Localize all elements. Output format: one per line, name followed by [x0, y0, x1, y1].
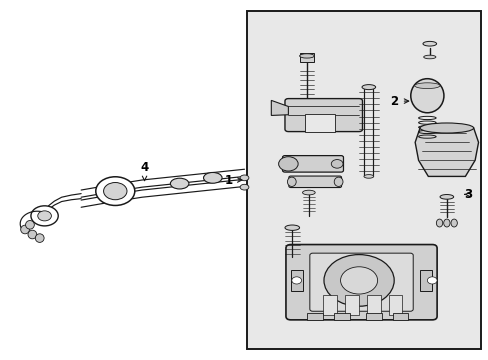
Text: 4: 4	[140, 161, 148, 181]
Bar	[365, 313, 381, 320]
Ellipse shape	[443, 219, 449, 227]
Ellipse shape	[287, 177, 296, 186]
Ellipse shape	[414, 83, 439, 89]
Ellipse shape	[299, 54, 314, 58]
Ellipse shape	[423, 55, 435, 59]
Ellipse shape	[450, 219, 456, 227]
Circle shape	[278, 157, 298, 171]
Ellipse shape	[203, 172, 222, 183]
Circle shape	[96, 177, 135, 206]
Bar	[323, 296, 336, 315]
FancyBboxPatch shape	[288, 176, 341, 188]
Circle shape	[324, 255, 393, 306]
Circle shape	[291, 277, 301, 284]
Text: 3: 3	[463, 188, 471, 201]
Ellipse shape	[419, 123, 473, 133]
Bar	[246, 12, 480, 348]
Bar	[388, 296, 402, 315]
Text: 2: 2	[390, 95, 408, 108]
Polygon shape	[414, 128, 478, 176]
Circle shape	[340, 267, 377, 294]
Text: 1: 1	[224, 174, 242, 186]
Ellipse shape	[170, 178, 188, 189]
Polygon shape	[271, 100, 288, 116]
Ellipse shape	[285, 225, 299, 230]
FancyBboxPatch shape	[309, 253, 412, 311]
Bar	[290, 270, 303, 291]
Ellipse shape	[302, 190, 315, 195]
Circle shape	[427, 277, 436, 284]
Circle shape	[38, 211, 51, 221]
FancyBboxPatch shape	[282, 156, 343, 172]
Bar	[392, 313, 407, 320]
Ellipse shape	[28, 230, 37, 239]
Bar	[307, 313, 323, 320]
Ellipse shape	[25, 221, 34, 229]
Ellipse shape	[333, 177, 342, 186]
Ellipse shape	[240, 175, 248, 181]
Bar	[305, 114, 334, 132]
Bar	[333, 313, 349, 320]
Bar	[419, 270, 431, 291]
FancyBboxPatch shape	[285, 99, 362, 132]
Circle shape	[330, 159, 342, 168]
Circle shape	[31, 206, 58, 226]
Ellipse shape	[240, 184, 248, 190]
Ellipse shape	[410, 79, 443, 113]
Ellipse shape	[422, 41, 436, 46]
Ellipse shape	[361, 85, 375, 90]
FancyBboxPatch shape	[285, 244, 436, 320]
Circle shape	[103, 183, 127, 200]
Ellipse shape	[439, 194, 453, 199]
Ellipse shape	[20, 225, 29, 234]
Bar	[299, 53, 314, 62]
Bar	[366, 296, 380, 315]
Ellipse shape	[363, 175, 373, 178]
Bar	[344, 296, 358, 315]
Ellipse shape	[35, 234, 44, 242]
Ellipse shape	[435, 219, 442, 227]
